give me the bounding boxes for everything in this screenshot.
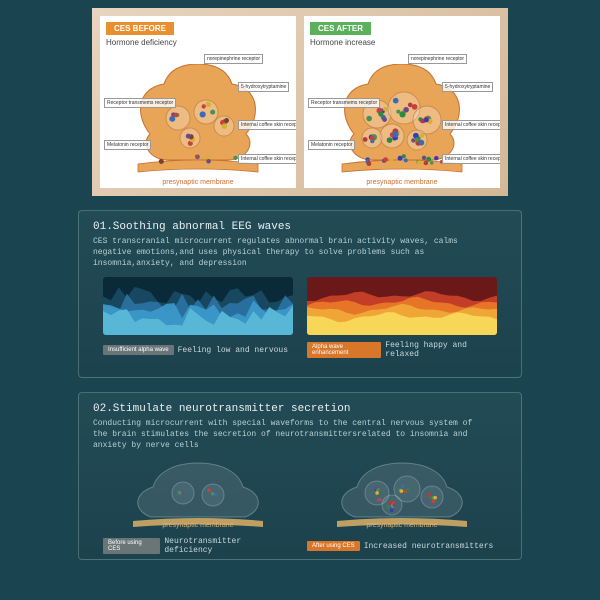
section-neurotransmitter: 02.Stimulate neurotransmitter secretion … — [78, 392, 522, 560]
subtitle-before: Hormone deficiency — [106, 38, 177, 47]
cap-text-right-2: Increased neurotransmitters — [364, 542, 494, 551]
callout: norepinephrine receptor — [204, 54, 263, 64]
pill-left-1: Insufficient alpha wave — [103, 345, 174, 355]
wave-svg-left — [103, 277, 293, 335]
mini-syn-right: presynaptic membrane — [307, 459, 497, 531]
mini-label-right: presynaptic membrane — [366, 522, 437, 529]
section1-desc: CES transcranial microcurrent regulates … — [93, 237, 473, 269]
section1-title: 01.Soothing abnormal EEG waves — [93, 221, 507, 233]
caption-row-2: Before using CES Neurotransmitter defici… — [93, 537, 507, 555]
subtitle-after: Hormone increase — [310, 38, 375, 47]
mini-syn-row: presynaptic membrane presynaptic membran… — [93, 459, 507, 531]
caption-left-1: Insufficient alpha wave Feeling low and … — [103, 341, 293, 359]
callout: norepinephrine receptor — [408, 54, 467, 64]
cap-text-left-1: Feeling low and nervous — [178, 346, 288, 355]
callout: Melatonin receptor — [308, 140, 355, 150]
badge-before: CES BEFORE — [106, 22, 174, 35]
callout: 5-hydroxytryptamine — [238, 82, 289, 92]
synapse-card-after: CES AFTER Hormone increase presynaptic m… — [304, 16, 500, 188]
callout: 5-hydroxytryptamine — [442, 82, 493, 92]
wave-box-right — [307, 277, 497, 335]
cap-text-right-1: Feeling happy and relaxed — [385, 341, 497, 359]
callout: Receptor transmems receptor — [308, 98, 380, 108]
mini-syn-left: presynaptic membrane — [103, 459, 293, 531]
section-eeg: 01.Soothing abnormal EEG waves CES trans… — [78, 210, 522, 378]
synapse-card-before: CES BEFORE Hormone deficiency presynapti… — [100, 16, 296, 188]
top-comparison-panel: CES BEFORE Hormone deficiency presynapti… — [92, 8, 508, 196]
section2-desc: Conducting microcurrent with special wav… — [93, 419, 473, 451]
caption-right-2: After using CES Increased neurotransmitt… — [307, 537, 497, 555]
callout: Internal coffee skin receptor — [238, 120, 296, 130]
pill-left-2: Before using CES — [103, 538, 160, 554]
caption-right-1: Alpha wave enhancement Feeling happy and… — [307, 341, 497, 359]
wave-box-left — [103, 277, 293, 335]
mini-syn-svg-right — [307, 459, 497, 531]
cleft-label-before: presynaptic membrane — [162, 179, 233, 186]
pill-right-1: Alpha wave enhancement — [307, 342, 381, 358]
callout: Internal coffee skin receptor — [442, 154, 500, 164]
pill-right-2: After using CES — [307, 541, 360, 551]
mini-label-left: presynaptic membrane — [162, 522, 233, 529]
callout: Melatonin receptor — [104, 140, 151, 150]
cleft-label-after: presynaptic membrane — [366, 179, 437, 186]
wave-svg-right — [307, 277, 497, 335]
page-root: CES BEFORE Hormone deficiency presynapti… — [0, 0, 600, 600]
mini-syn-svg-left — [103, 459, 293, 531]
caption-left-2: Before using CES Neurotransmitter defici… — [103, 537, 293, 555]
section2-title: 02.Stimulate neurotransmitter secretion — [93, 403, 507, 415]
callout: Receptor transmems receptor — [104, 98, 176, 108]
callout: Internal coffee skin receptor — [442, 120, 500, 130]
cap-text-left-2: Neurotransmitter deficiency — [164, 537, 293, 555]
wave-row — [93, 277, 507, 335]
callout: Internal coffee skin receptor — [238, 154, 296, 164]
badge-after: CES AFTER — [310, 22, 371, 35]
caption-row-1: Insufficient alpha wave Feeling low and … — [93, 341, 507, 359]
